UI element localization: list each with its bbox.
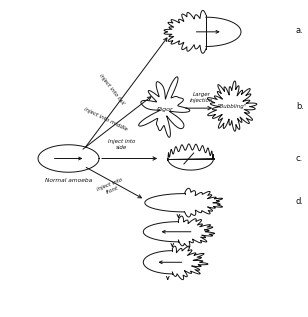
Text: b.: b. bbox=[296, 102, 304, 111]
Text: inject into
front: inject into front bbox=[97, 178, 126, 197]
Text: Rigor: Rigor bbox=[156, 107, 173, 112]
Text: inject into tail: inject into tail bbox=[98, 73, 125, 105]
Text: "Bubbling": "Bubbling" bbox=[217, 104, 246, 109]
Text: Larger
injection: Larger injection bbox=[190, 92, 213, 103]
Text: c.: c. bbox=[296, 154, 303, 163]
Text: inject into middle: inject into middle bbox=[83, 107, 128, 132]
Text: a.: a. bbox=[296, 26, 304, 35]
Text: d.: d. bbox=[296, 197, 304, 206]
Text: Normal amoeba: Normal amoeba bbox=[45, 178, 92, 183]
Text: Inject into
side: Inject into side bbox=[108, 139, 136, 150]
